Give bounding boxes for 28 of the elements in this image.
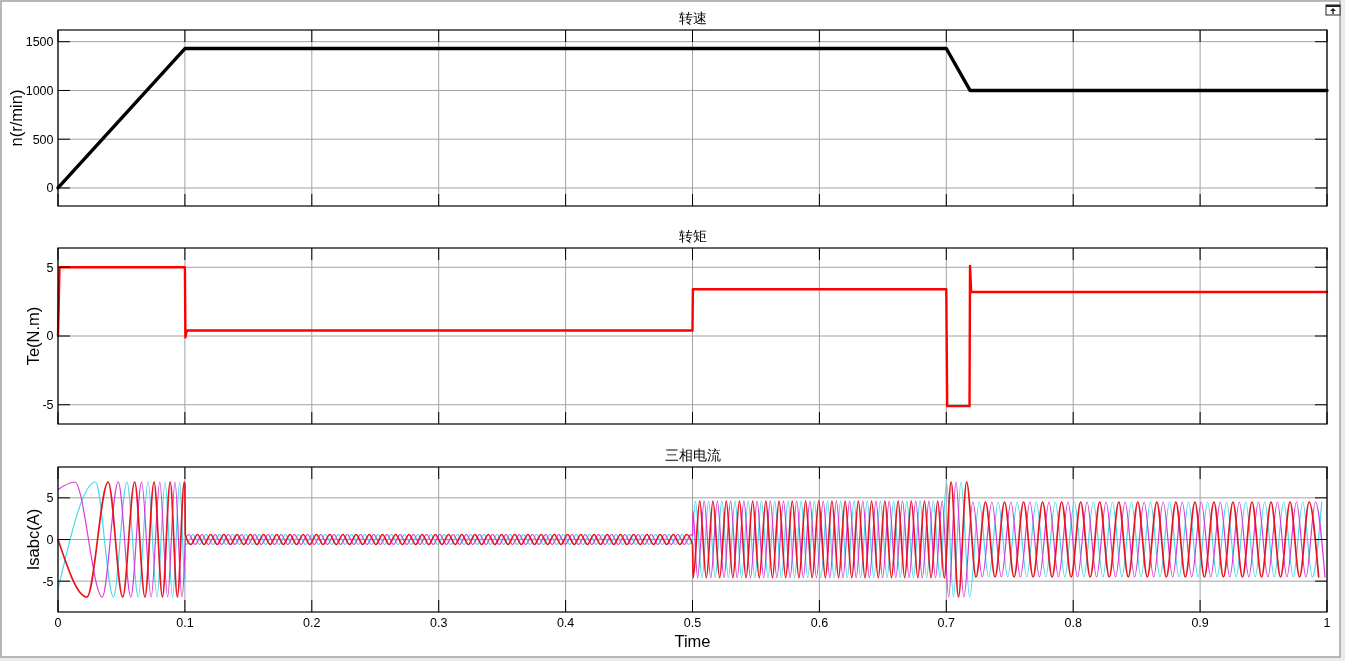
- y-tick-label: 0: [46, 329, 54, 344]
- y-axis-title: n(r/min): [7, 89, 26, 147]
- y-tick-label: 1000: [25, 83, 54, 98]
- y-axis-title: Te(N.m): [23, 306, 42, 366]
- y-tick-label: 500: [32, 132, 54, 147]
- x-tick-label: 1: [1323, 616, 1331, 630]
- x-tick-label: 0.4: [556, 616, 575, 630]
- chart-title: 转矩: [678, 228, 707, 244]
- x-tick-label: 0.7: [937, 616, 956, 630]
- x-tick-label: 0.5: [683, 616, 702, 630]
- y-tick-label: 5: [46, 260, 54, 275]
- y-tick-label: 5: [46, 491, 54, 506]
- y-tick-label: 0: [46, 532, 54, 547]
- x-tick-label: 0.3: [430, 616, 448, 630]
- x-tick-label: 0.6: [810, 616, 829, 630]
- x-tick-label: 0.2: [303, 616, 321, 630]
- chart-title: 转速: [678, 10, 707, 26]
- y-tick-label: -5: [42, 574, 54, 589]
- x-tick-label: 0.8: [1064, 616, 1082, 630]
- x-tick-label: 0.9: [1191, 616, 1209, 630]
- y-axis-title: Isabc(A): [23, 508, 42, 571]
- line-series: [56, 264, 1329, 408]
- x-axis-title: Time: [674, 632, 711, 650]
- chart-title: 三相电流: [664, 447, 721, 463]
- y-tick-label: 1500: [25, 35, 54, 50]
- x-tick-label: 0.1: [176, 616, 194, 630]
- y-tick-label: 0: [46, 181, 54, 196]
- y-tick-label: -5: [42, 398, 54, 413]
